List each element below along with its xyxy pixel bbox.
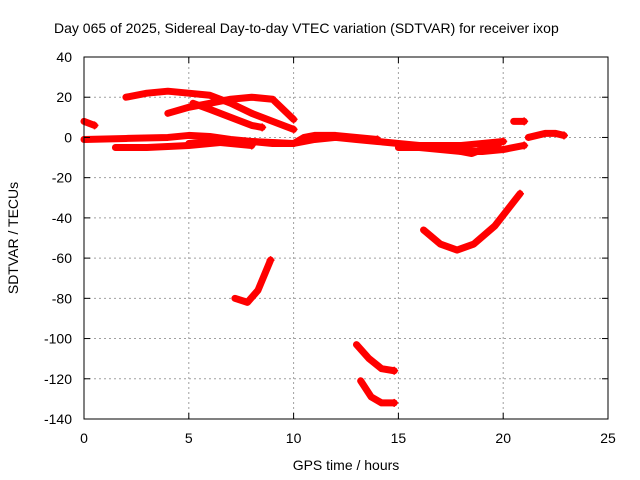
series-end-marker — [373, 135, 382, 144]
x-tick-label: 10 — [286, 430, 302, 446]
x-tick-label: 20 — [495, 430, 511, 446]
series-arc-4 — [185, 137, 256, 149]
y-tick-label: -120 — [44, 371, 72, 387]
x-tick-label: 15 — [391, 430, 407, 446]
y-tick-label: -140 — [44, 411, 72, 427]
series-end-marker — [247, 141, 256, 150]
series-arc-15 — [524, 129, 568, 141]
x-tick-label: 5 — [185, 430, 193, 446]
y-tick-label: -20 — [52, 170, 72, 186]
series-group — [80, 87, 568, 407]
grid — [84, 57, 608, 419]
series-end-marker — [515, 189, 524, 198]
series-end-marker — [289, 115, 298, 124]
series-end-marker — [390, 366, 399, 375]
series-end-marker — [258, 123, 267, 132]
series-end-marker — [390, 398, 399, 407]
series-arc-5 — [122, 87, 298, 133]
series-end-marker — [520, 117, 529, 126]
series-end-marker — [520, 141, 529, 150]
series-arc-11 — [420, 190, 524, 254]
chart-title: Day 065 of 2025, Sidereal Day-to-day VTE… — [54, 20, 559, 36]
x-axis-label: GPS time / hours — [293, 457, 400, 473]
series-end-marker — [495, 139, 504, 148]
series-arc-10 — [357, 377, 398, 407]
x-tick-label: 0 — [80, 430, 88, 446]
series-arc-9 — [352, 341, 398, 375]
y-tick-label: -80 — [52, 290, 72, 306]
tick-labels: 0 5 10 15 20 25 40 20 0 -20 -40 -60 -80 -100 -120 -140 — [44, 49, 616, 446]
ticks — [83, 56, 609, 420]
series-end-marker — [266, 256, 275, 265]
y-axis-label: SDTVAR / TECUs — [5, 182, 21, 294]
series-arc-8 — [231, 256, 275, 306]
y-tick-label: 20 — [56, 89, 72, 105]
y-tick-label: -100 — [44, 331, 72, 347]
y-tick-label: -60 — [52, 250, 72, 266]
y-tick-label: 0 — [64, 129, 72, 145]
series-end-marker — [90, 121, 99, 130]
plot-frame — [83, 56, 609, 420]
series-end-marker — [289, 125, 298, 134]
series-arc-6 — [164, 93, 298, 123]
y-tick-label: 40 — [56, 49, 72, 65]
series-end-marker — [559, 131, 568, 140]
y-tick-label: -40 — [52, 210, 72, 226]
x-tick-label: 25 — [600, 430, 616, 446]
series-arc-13 — [436, 139, 503, 158]
series-arc-7 — [189, 99, 266, 131]
